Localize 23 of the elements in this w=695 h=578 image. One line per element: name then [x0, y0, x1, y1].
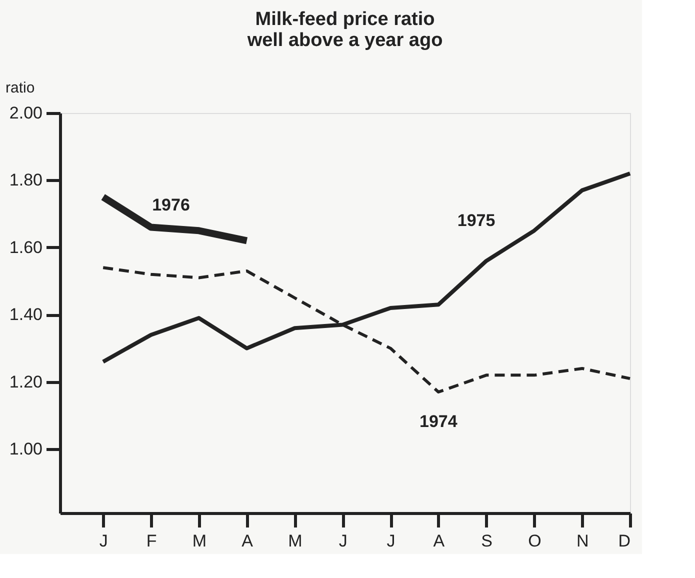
series-label: 1975: [457, 210, 496, 230]
x-tick-label: M: [192, 532, 206, 550]
x-tick-label: N: [576, 532, 589, 550]
y-tick-label: 1.20: [9, 372, 42, 392]
y-tick-label: 1.60: [9, 238, 42, 257]
x-tick-label: J: [99, 532, 108, 550]
series-label: 1976: [152, 195, 190, 214]
x-tick-label: A: [433, 532, 446, 550]
y-axis-title: ratio: [6, 80, 35, 96]
y-tick-label: 2.00: [9, 104, 42, 122]
x-tick-label: O: [528, 532, 542, 550]
x-tick-label: S: [481, 532, 492, 550]
x-tick-label: J: [386, 532, 396, 550]
y-tick-label: 1.00: [9, 440, 42, 459]
y-tick-label: 1.80: [9, 170, 42, 190]
x-tick-label: M: [288, 532, 302, 550]
y-tick-label: 1.40: [9, 305, 42, 324]
series-label: 1974: [419, 412, 458, 431]
x-tick-label: D: [618, 532, 630, 550]
x-tick-label: J: [338, 532, 348, 550]
x-tick-label: F: [146, 532, 157, 550]
x-tick-label: A: [242, 532, 254, 550]
chart-title: Milk-feed price ratio well above a year ago: [246, 9, 443, 51]
